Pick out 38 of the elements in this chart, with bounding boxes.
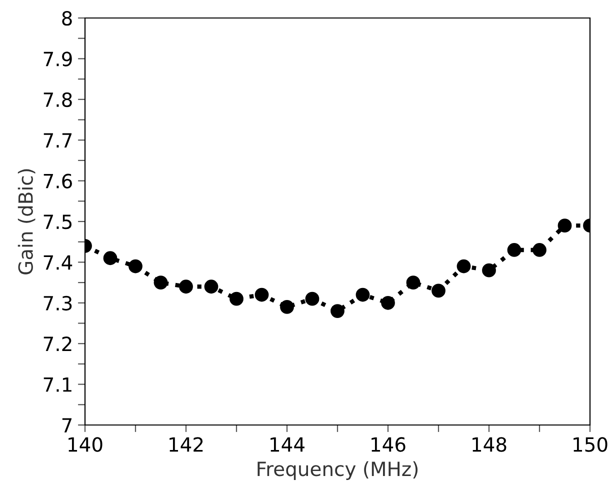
point (482, 263, 496, 278)
point (356, 288, 370, 302)
point (254, 288, 269, 302)
y-tick-label: 7.3 (44, 296, 72, 311)
point (154, 276, 168, 290)
x-tick-label: 140 (68, 437, 102, 452)
x-axis-title: Frequency (MHz) (258, 461, 418, 480)
x-tick-label: 142 (170, 437, 203, 452)
y-tick-label: 7.2 (44, 336, 72, 351)
y-tick-label: 7.5 (44, 214, 72, 230)
point (558, 218, 572, 233)
point (230, 292, 244, 306)
y-axis-title: Gain (dBic) (18, 169, 36, 274)
point (507, 243, 522, 257)
point (456, 259, 471, 274)
point (305, 292, 320, 306)
point (432, 284, 446, 298)
y-tick-label: 8 (62, 10, 72, 26)
y-tick-label: 7.1 (44, 378, 72, 392)
x-tick-label: 150 (574, 437, 608, 452)
x-tick-label: 148 (472, 437, 506, 452)
point (204, 280, 218, 294)
point (381, 296, 395, 310)
y-tick-label: 7 (62, 418, 72, 432)
y-tick-label: 7.7 (44, 133, 72, 148)
point (532, 243, 546, 257)
y-tick-label: 7.6 (44, 174, 72, 188)
y-tick-label: 7.4 (44, 255, 72, 270)
x-tick-label: 144 (270, 437, 304, 452)
y-tick-label: 7.9 (44, 52, 72, 66)
point (280, 300, 294, 314)
point (406, 276, 420, 290)
point (103, 251, 118, 266)
x-tick-label: 146 (372, 437, 406, 452)
point (128, 259, 142, 274)
point (179, 280, 193, 294)
y-tick-label: 7.8 (44, 92, 72, 108)
point (330, 304, 344, 318)
